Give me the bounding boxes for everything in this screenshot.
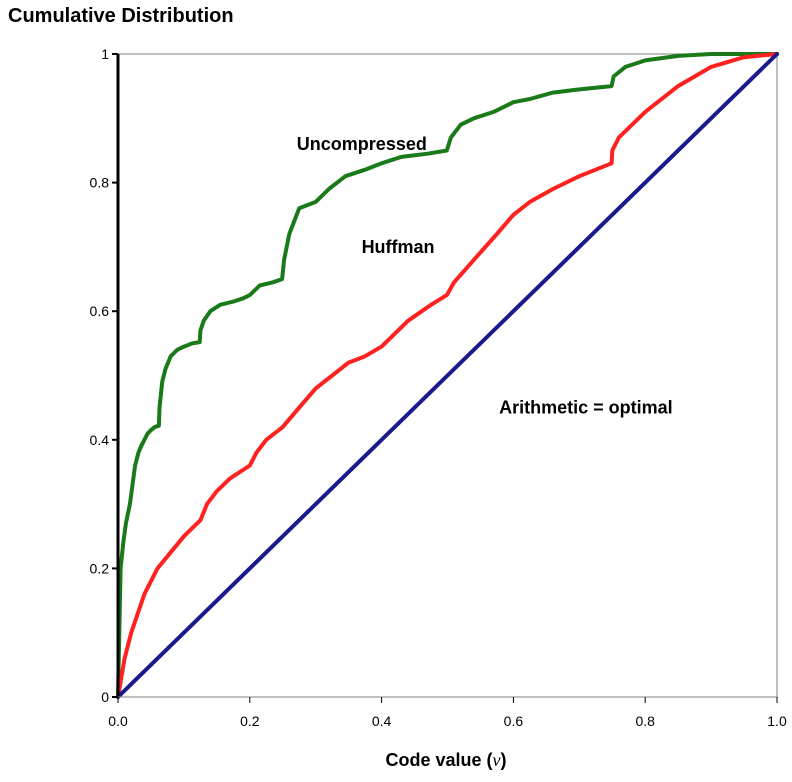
y-tick-label: 0.6 <box>90 303 110 319</box>
y-tick-label: 0.2 <box>90 560 110 576</box>
annotation-2: Huffman <box>362 237 435 257</box>
series-line-3 <box>116 52 779 699</box>
y-tick-label: 0.4 <box>90 432 110 448</box>
x-tick-label: 0.6 <box>504 713 524 729</box>
y-tick-label: 1 <box>101 46 109 62</box>
x-tick-label: 0.4 <box>372 713 392 729</box>
chart-title: Cumulative Distribution <box>8 5 234 27</box>
series-line-1 <box>116 52 779 699</box>
annotation-1: Uncompressed <box>297 134 427 154</box>
x-axis-label-suffix: ) <box>501 750 507 770</box>
x-tick-label: 0.8 <box>635 713 655 729</box>
y-tick-label: 0.8 <box>90 175 110 191</box>
annotation-3: Arithmetic = optimal <box>499 398 673 418</box>
x-axis-label: Code value (v) <box>385 750 506 770</box>
x-tick-label: 0.0 <box>108 713 128 729</box>
series-line-2 <box>116 52 779 699</box>
x-tick-label: 1.0 <box>767 713 787 729</box>
x-axis-label-prefix: Code value ( <box>385 750 492 770</box>
x-tick-label: 0.2 <box>240 713 260 729</box>
y-tick-label: 0 <box>101 689 109 705</box>
x-axis-label-symbol: v <box>493 750 501 770</box>
